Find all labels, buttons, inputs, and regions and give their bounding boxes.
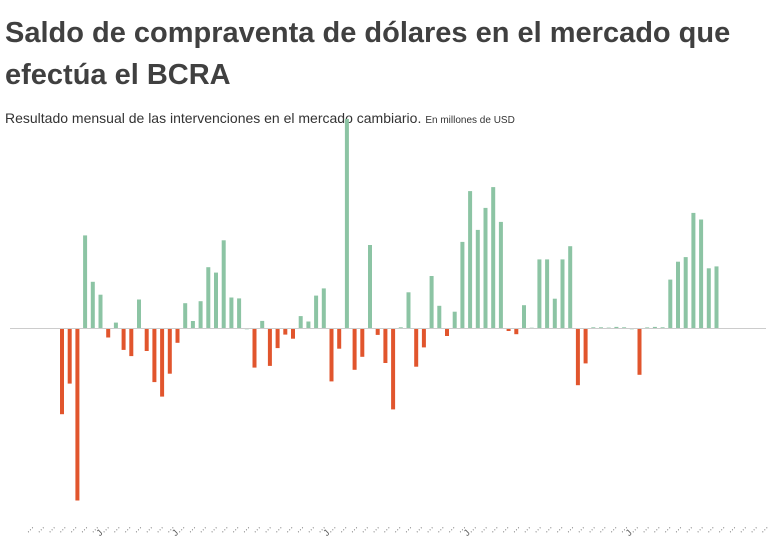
bar <box>306 321 311 329</box>
bar <box>83 235 88 329</box>
bar <box>568 246 573 329</box>
bar <box>360 328 365 357</box>
bar <box>198 301 203 329</box>
bar <box>267 328 272 366</box>
bar <box>537 259 542 329</box>
bar <box>152 328 157 383</box>
bar <box>506 328 511 331</box>
x-tick-label: J… <box>321 521 338 538</box>
x-tick-label: J… <box>462 521 479 538</box>
bar <box>167 328 172 374</box>
bar <box>460 241 465 329</box>
bar <box>121 328 126 350</box>
bar <box>483 207 488 329</box>
x-tick-label: J… <box>624 521 641 538</box>
bar <box>90 281 95 329</box>
bar <box>106 328 111 338</box>
bar <box>560 259 565 329</box>
bar <box>522 305 526 329</box>
x-tick-labels: …………………J…………………J……………………………………J………………………… <box>22 521 772 538</box>
bar <box>398 327 403 329</box>
bar <box>206 267 211 329</box>
bar <box>614 326 619 329</box>
bar <box>714 266 719 329</box>
bar <box>98 294 103 329</box>
bars-group <box>60 118 719 501</box>
bar <box>652 326 657 329</box>
bar <box>468 191 473 329</box>
bar <box>706 268 711 329</box>
bar <box>283 328 288 335</box>
bar <box>314 295 319 329</box>
bar <box>452 311 457 329</box>
bar <box>391 328 396 410</box>
bar <box>337 328 342 349</box>
bar <box>291 328 295 339</box>
bar <box>676 261 680 329</box>
bar <box>352 328 357 370</box>
x-tick-label: … <box>767 521 772 534</box>
bar <box>660 327 665 329</box>
bar <box>475 229 480 329</box>
bar <box>637 328 642 375</box>
chart-subtitle: Resultado mensual de las intervenciones … <box>5 110 515 126</box>
bar <box>514 328 519 335</box>
bar <box>691 212 696 329</box>
bar <box>437 305 442 329</box>
bar <box>575 328 580 386</box>
bar <box>229 297 234 329</box>
bar <box>429 276 434 329</box>
bar <box>137 299 141 329</box>
bar <box>67 328 72 384</box>
bar <box>129 328 134 357</box>
bar <box>699 219 704 329</box>
bar <box>375 328 380 335</box>
bar <box>599 327 603 329</box>
bar <box>552 298 557 329</box>
bar <box>414 328 419 367</box>
bar <box>260 320 265 329</box>
bar <box>113 322 118 329</box>
bar <box>368 245 372 329</box>
bar <box>591 327 596 329</box>
bar <box>344 118 349 329</box>
bar <box>160 328 165 397</box>
bar <box>221 240 226 329</box>
bar <box>583 328 588 364</box>
bar <box>144 328 149 351</box>
bar <box>190 321 195 329</box>
bar <box>622 327 627 329</box>
bar <box>321 288 326 329</box>
bar <box>252 328 257 368</box>
bar <box>214 272 218 329</box>
bar <box>406 292 411 329</box>
bar <box>445 328 449 336</box>
bar <box>383 328 388 363</box>
bar <box>668 279 673 329</box>
chart-title: Saldo de compraventa de dólares en el me… <box>5 17 731 91</box>
bar <box>329 328 334 382</box>
bar <box>183 303 188 329</box>
x-tick-label: J… <box>170 521 187 538</box>
bar <box>498 221 503 329</box>
bar <box>491 187 496 329</box>
bar <box>298 316 303 329</box>
x-tick-label: J… <box>94 521 111 538</box>
bar <box>545 259 550 329</box>
bar <box>75 328 80 501</box>
subtitle-text: Resultado mensual de las intervenciones … <box>5 110 422 126</box>
bar <box>421 328 426 348</box>
bar <box>683 257 688 329</box>
unit-note: En millones de USD <box>425 115 515 126</box>
bar <box>175 328 180 343</box>
bar <box>275 328 280 349</box>
bar <box>237 298 242 329</box>
bar <box>645 327 650 329</box>
bar <box>60 328 64 415</box>
